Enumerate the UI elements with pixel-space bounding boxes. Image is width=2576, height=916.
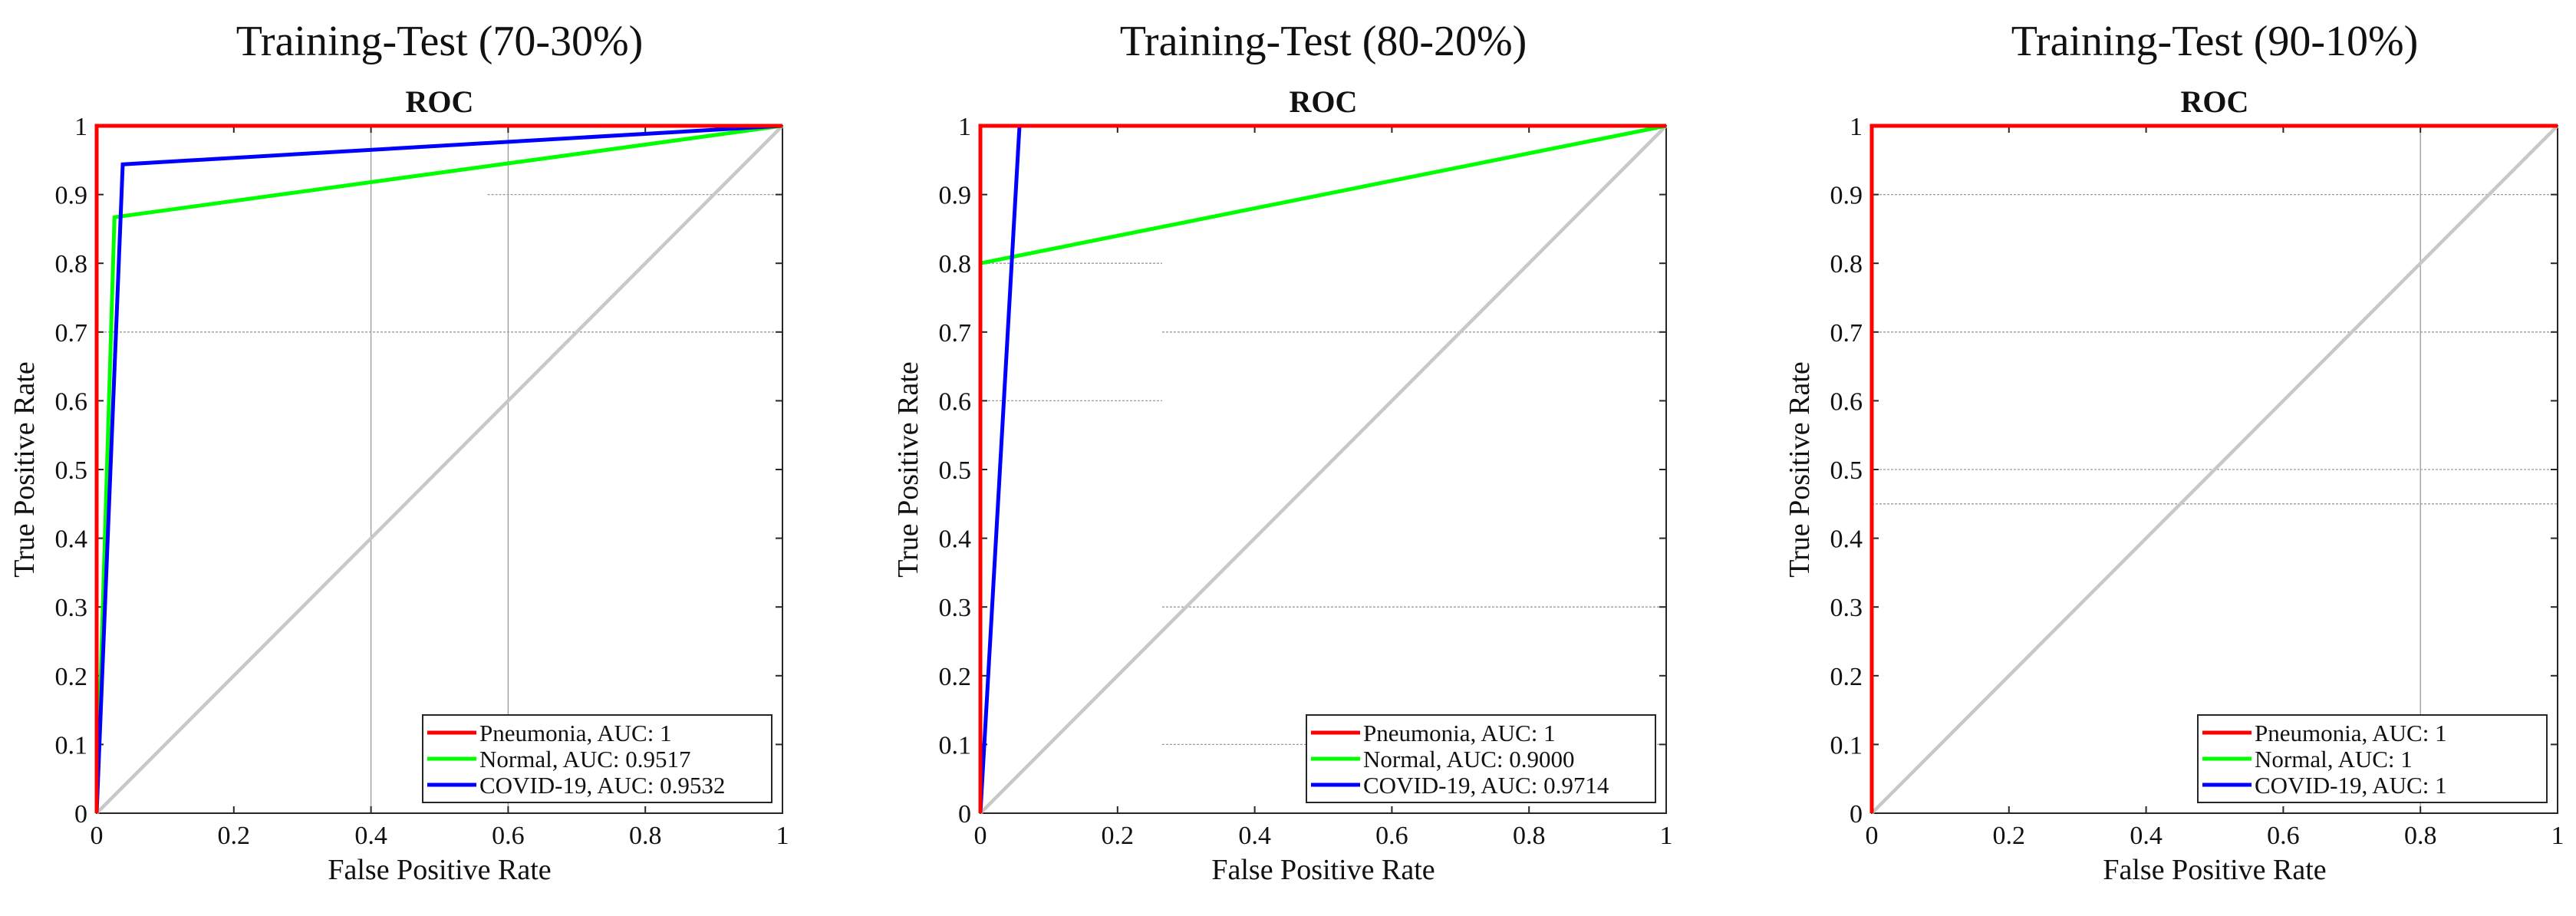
roc-curve-chance — [979, 124, 1668, 815]
x-axis-label: False Positive Rate — [2103, 854, 2326, 886]
roc-curve-pneumonia — [94, 124, 782, 813]
y-tick-label: 0.8 — [939, 250, 972, 278]
y-tick-label: 1 — [958, 113, 971, 141]
axes-title: ROC — [2181, 84, 2249, 119]
y-tick-label: 0.3 — [1830, 594, 1863, 622]
y-tick-label: 0.7 — [1830, 319, 1863, 348]
y-tick-label: 0.1 — [1830, 731, 1863, 759]
y-tick-label: 0.6 — [939, 387, 972, 416]
y-tick-label: 0.1 — [55, 731, 88, 759]
x-tick-label: 0 — [974, 822, 987, 850]
axes-title: ROC — [1290, 84, 1358, 119]
y-tick-label: 1 — [74, 113, 87, 141]
y-tick-label: 0.5 — [55, 456, 88, 485]
legend-label-pneumonia: Pneumonia, AUC: 1 — [1363, 720, 1556, 746]
x-tick-label: 0.8 — [2404, 822, 2437, 850]
x-tick-label: 0.4 — [1238, 822, 1271, 850]
x-tick-label: 0.2 — [218, 822, 251, 850]
x-tick-label: 0.6 — [492, 822, 525, 850]
y-tick-label: 0.5 — [939, 456, 972, 485]
y-tick-label: 0.2 — [55, 663, 88, 691]
y-tick-label: 0 — [74, 800, 87, 829]
roc-panel-1: Training-Test (70-30%) ROC 0 0.2 0.4 0.6 0.8 1 0… — [8, 18, 789, 886]
x-tick-label: 0.8 — [629, 822, 662, 850]
legend-label-covid-19: COVID-19, AUC: 1 — [2255, 772, 2447, 799]
y-tick-label: 0.3 — [939, 594, 972, 622]
y-tick-label: 0.8 — [55, 250, 88, 278]
y-tick-label: 1 — [1850, 113, 1863, 141]
panel-title: Training-Test (70-30%) — [236, 18, 644, 65]
x-tick-label: 1 — [2551, 822, 2564, 850]
roc-curve-chance — [95, 124, 784, 815]
legend-box — [2197, 714, 2548, 803]
y-tick-label: 0.2 — [1830, 663, 1863, 691]
y-tick-label: 0 — [958, 800, 971, 829]
y-tick-label: 0.6 — [55, 387, 88, 416]
x-tick-label: 0.8 — [1513, 822, 1546, 850]
legend-label-covid-19: COVID-19, AUC: 0.9714 — [1363, 772, 1609, 799]
axes-title: ROC — [406, 84, 474, 119]
x-tick-label: 0.4 — [354, 822, 387, 850]
y-tick-label: 0.8 — [1830, 250, 1863, 278]
legend-label-pneumonia: Pneumonia, AUC: 1 — [2255, 720, 2447, 746]
legend-label-normal: Normal, AUC: 1 — [2255, 746, 2413, 773]
roc-panel-3: Training-Test (90-10%) ROC 0 0.2 0.4 0.6 0.8 1 0… — [1784, 18, 2564, 886]
roc-curve-chance — [1870, 124, 2559, 815]
x-tick-label: 0.6 — [2267, 822, 2300, 850]
x-tick-label: 0 — [91, 822, 104, 850]
y-tick-label: 0.6 — [1830, 387, 1863, 416]
y-axis-label: True Positive Rate — [892, 361, 924, 578]
y-tick-label: 0.5 — [1830, 456, 1863, 485]
roc-curve-pneumonia — [978, 124, 1666, 813]
x-tick-label: 1 — [776, 822, 789, 850]
x-tick-label: 0.6 — [1375, 822, 1408, 850]
x-tick-label: 0.4 — [2130, 822, 2163, 850]
y-tick-label: 0.9 — [939, 182, 972, 210]
x-tick-label: 0.2 — [1102, 822, 1135, 850]
roc-curve-normal — [94, 124, 783, 814]
y-tick-label: 0.7 — [55, 319, 88, 348]
y-tick-label: 0.3 — [55, 594, 88, 622]
y-axis-label: True Positive Rate — [8, 361, 41, 578]
legend-label-normal: Normal, AUC: 0.9517 — [479, 746, 691, 773]
x-tick-label: 0.2 — [1993, 822, 2026, 850]
y-tick-label: 0.4 — [1830, 526, 1863, 554]
legend-box — [422, 714, 772, 803]
panel-title: Training-Test (90-10%) — [2011, 18, 2419, 65]
legend-label-normal: Normal, AUC: 0.9000 — [1363, 746, 1575, 773]
x-axis-label: False Positive Rate — [328, 854, 551, 886]
roc-curve-covid-19 — [94, 124, 783, 814]
legend-box — [1306, 714, 1656, 803]
legend-label-covid-19: COVID-19, AUC: 0.9532 — [479, 772, 725, 799]
roc-panel-2: Training-Test (80-20%) ROC 0 0.2 0.4 0.6 0.8 1 0… — [892, 18, 1673, 886]
y-axis-label: True Positive Rate — [1784, 361, 1816, 578]
y-tick-label: 0.2 — [939, 663, 972, 691]
y-tick-label: 0.4 — [55, 526, 88, 554]
legend-label-pneumonia: Pneumonia, AUC: 1 — [479, 720, 672, 746]
roc-curve-pneumonia — [1869, 124, 2558, 813]
panel-title: Training-Test (80-20%) — [1120, 18, 1527, 65]
y-tick-label: 0.9 — [1830, 182, 1863, 210]
y-tick-label: 0 — [1850, 800, 1863, 829]
x-axis-label: False Positive Rate — [1211, 854, 1435, 886]
y-tick-label: 0.4 — [939, 526, 972, 554]
y-tick-label: 0.9 — [55, 182, 88, 210]
y-tick-label: 0.1 — [939, 731, 972, 759]
x-tick-label: 1 — [1660, 822, 1673, 850]
y-tick-label: 0.7 — [939, 319, 972, 348]
x-tick-label: 0 — [1866, 822, 1879, 850]
